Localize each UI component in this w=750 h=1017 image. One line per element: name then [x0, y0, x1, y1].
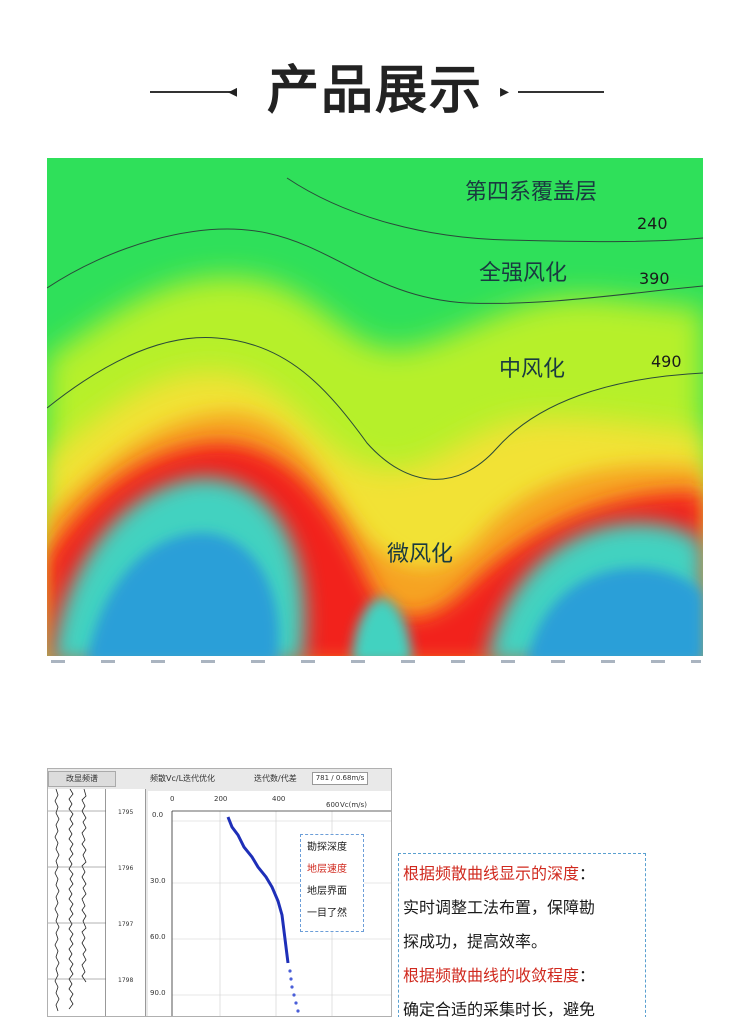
- depth-tick: 60.0: [150, 933, 166, 941]
- left-depth-tick: 1795: [118, 809, 134, 816]
- left-depth-tick: 1796: [118, 865, 134, 872]
- velocity-tick: 0: [170, 795, 175, 803]
- legend-item: 一目了然: [307, 908, 347, 919]
- heatmap-axis-strip: [47, 656, 703, 674]
- description-colon: ：: [579, 864, 596, 883]
- contour-label-390: 390: [639, 269, 670, 288]
- spectrum-tab[interactable]: 改显频谱: [48, 771, 116, 787]
- left-depth-tick: 1797: [118, 921, 134, 928]
- arrow-right-icon: ▸: [500, 81, 510, 102]
- legend-item: 地层界面: [307, 886, 347, 897]
- description-line-2: 实时调整工法布置，保障勘: [403, 898, 596, 917]
- waveform-traces: [48, 788, 106, 1012]
- optimization-header: 频散Vc/L迭代优化 迭代数/代差 781 / 0.68m/s: [146, 771, 391, 789]
- middle-cyan-pocket: [352, 598, 412, 663]
- heatmap-graphic: [47, 158, 703, 663]
- dispersion-curve: [226, 816, 290, 964]
- velocity-tick: 600: [326, 801, 340, 809]
- optimization-title: 频散Vc/L迭代优化: [150, 774, 216, 783]
- left-blue-core: [87, 532, 279, 663]
- depth-tick: 90.0: [150, 989, 166, 997]
- dispersion-plot: 0 200 400 600 Vc(m/s) 0.0 30.0 60.0 90.0: [148, 791, 391, 1016]
- contour-label-240: 240: [637, 214, 668, 233]
- left-depth-tick: 1798: [118, 977, 134, 984]
- legend-item: 地层速度: [307, 864, 347, 875]
- description-heading-convergence: 根据频散曲线的收敛程度: [403, 966, 580, 985]
- arrow-left-icon: ◂: [228, 81, 238, 102]
- right-blue-core: [527, 568, 703, 663]
- zone-label-slight: 微风化: [387, 542, 454, 567]
- description-colon: ：: [579, 966, 596, 985]
- velocity-tick: 400: [272, 795, 286, 803]
- page-title: 产品展示: [266, 61, 483, 121]
- zone-label-full-strong: 全强风化: [479, 261, 568, 286]
- velocity-unit: Vc(m/s): [340, 801, 367, 809]
- iteration-value-field[interactable]: 781 / 0.68m/s: [312, 772, 368, 785]
- section-header: ◂ 产品展示 ▸: [0, 52, 750, 132]
- header-line-right: [518, 91, 604, 93]
- axis-tick-marks: [51, 660, 701, 663]
- legend-item: 勘探深度: [307, 842, 347, 853]
- contour-490: [47, 337, 703, 480]
- description-line-3: 探成功，提高效率。: [403, 932, 548, 951]
- zone-label-quaternary: 第四系覆盖层: [465, 180, 598, 205]
- depth-tick: 30.0: [150, 877, 166, 885]
- description-heading-depth: 根据频散曲线显示的深度: [403, 864, 580, 883]
- description-line-1: 根据频散曲线显示的深度：: [403, 864, 595, 884]
- contour-390: [47, 228, 703, 304]
- contour-240: [286, 177, 703, 243]
- depth-tick: 0.0: [152, 811, 164, 819]
- velocity-tick: 200: [214, 795, 228, 803]
- header-line-left: [150, 91, 236, 93]
- description-line-5: 确定合适的采集时长，避免: [403, 1000, 596, 1017]
- feature-legend: 勘探深度 地层速度 地层界面 一目了然: [300, 834, 364, 932]
- zone-label-medium: 中风化: [499, 357, 566, 382]
- waveform-panel: [48, 788, 106, 1016]
- geology-heatmap: 第四系覆盖层 全强风化 中风化 微风化 240 390 490: [47, 158, 703, 663]
- description-line-4: 根据频散曲线的收敛程度：: [403, 966, 595, 986]
- left-depth-column: 1795 1796 1797 1798: [106, 789, 146, 1016]
- dispersion-curve-graphic: [171, 810, 391, 1016]
- contour-label-490: 490: [651, 352, 682, 371]
- iteration-label: 迭代数/代差: [254, 774, 297, 783]
- description-box: 根据频散曲线显示的深度： 实时调整工法布置，保障勘 探成功，提高效率。 根据频散…: [398, 853, 646, 1017]
